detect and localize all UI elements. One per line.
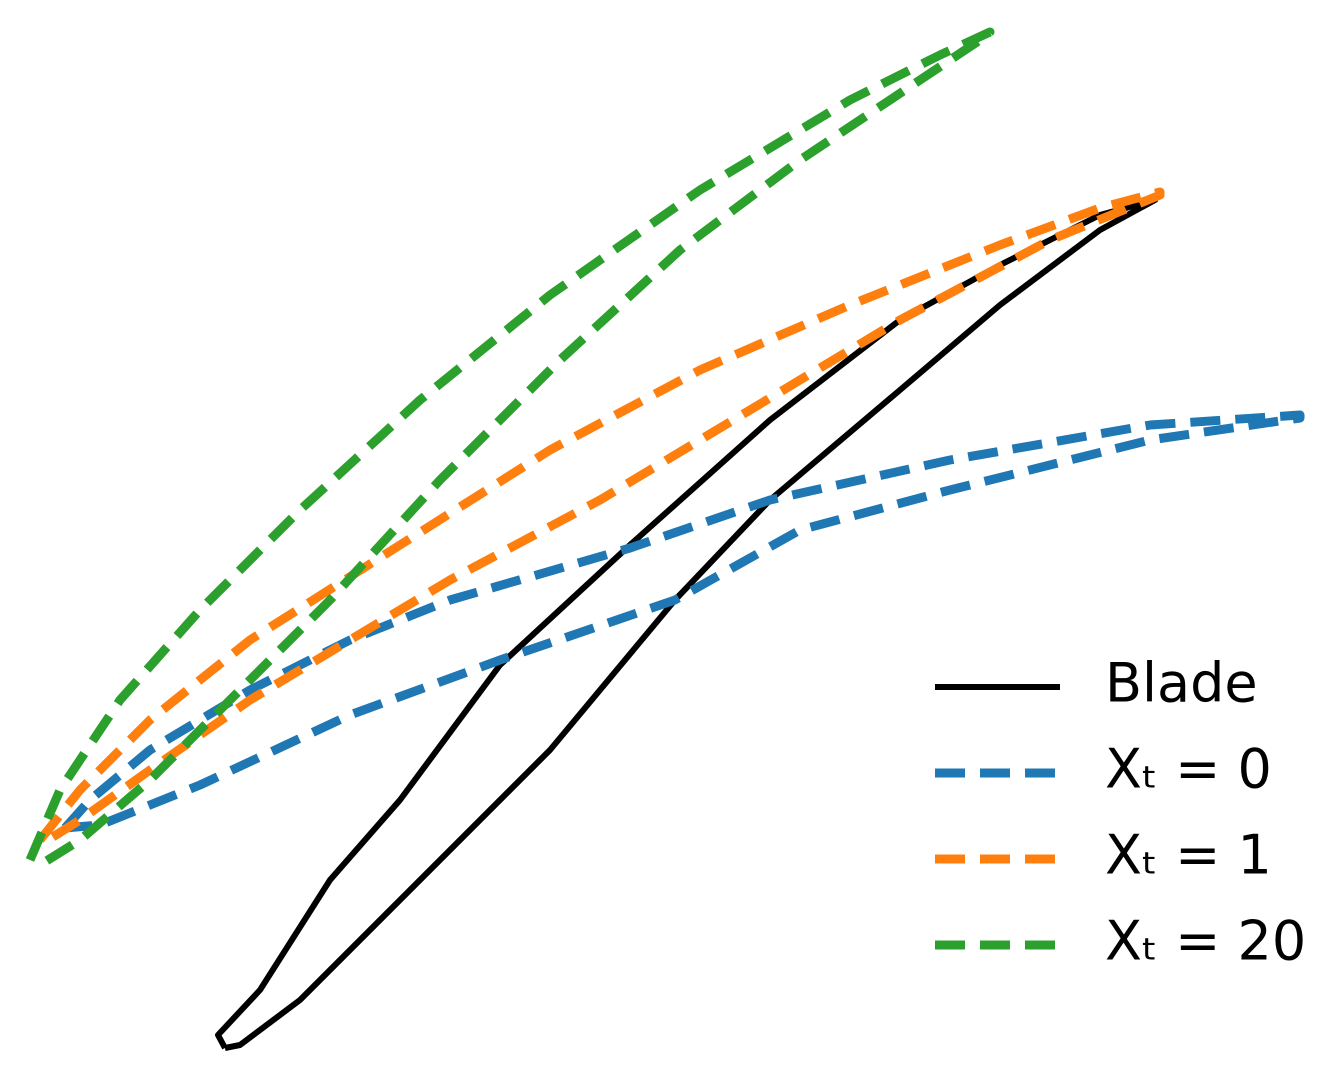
legend-label: Xₜ = 0 [1105,738,1272,801]
line [36,187,1165,849]
line [25,27,995,869]
line [215,197,1158,1051]
line [61,410,1305,833]
legend-label: Xₜ = 20 [1105,910,1306,973]
legend-label: Xₜ = 1 [1105,824,1272,887]
legend-label: Blade [1105,652,1258,715]
